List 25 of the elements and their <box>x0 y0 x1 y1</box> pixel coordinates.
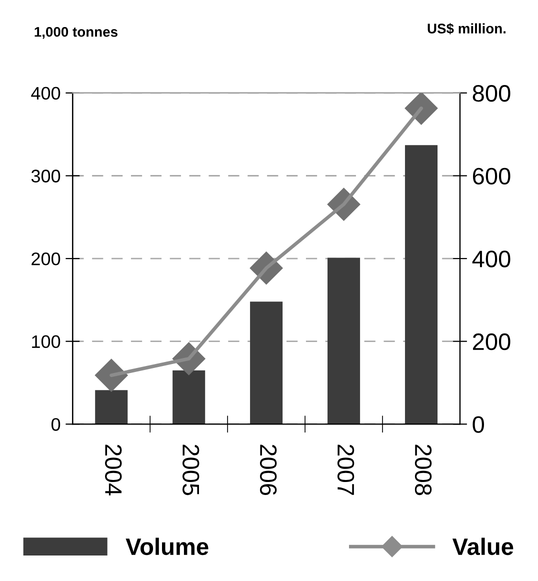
bar <box>328 258 360 424</box>
y2-tick-label: 200 <box>472 333 510 350</box>
legend-label: Value <box>452 538 514 556</box>
y2-tick-label: 600 <box>472 168 510 185</box>
y-axis-title: 1,000 tonnes <box>34 26 118 39</box>
bar <box>404 145 438 424</box>
x-tick-label: 2005 <box>182 444 200 496</box>
x-tick-label: 2004 <box>105 444 122 496</box>
legend-label: Volume <box>126 538 208 556</box>
x-tick-label: 2008 <box>414 444 432 496</box>
y2-axis-title: US$ million. <box>428 23 506 34</box>
x-tick-label: 2006 <box>260 444 277 496</box>
y-tick-label: 0 <box>51 418 60 431</box>
bar <box>250 302 283 424</box>
y2-tick-label: 400 <box>472 250 510 268</box>
y2-tick-label: 0 <box>472 416 484 433</box>
y-tick-label: 300 <box>31 170 60 182</box>
y-tick-label: 400 <box>31 86 60 100</box>
point <box>404 92 438 125</box>
x-tick-label: 2007 <box>337 444 354 495</box>
bar <box>95 390 128 424</box>
bar <box>172 370 206 424</box>
y2-tick-label: 800 <box>472 85 510 102</box>
y-tick-label: 200 <box>32 252 60 266</box>
y-tick-label: 100 <box>32 335 60 348</box>
